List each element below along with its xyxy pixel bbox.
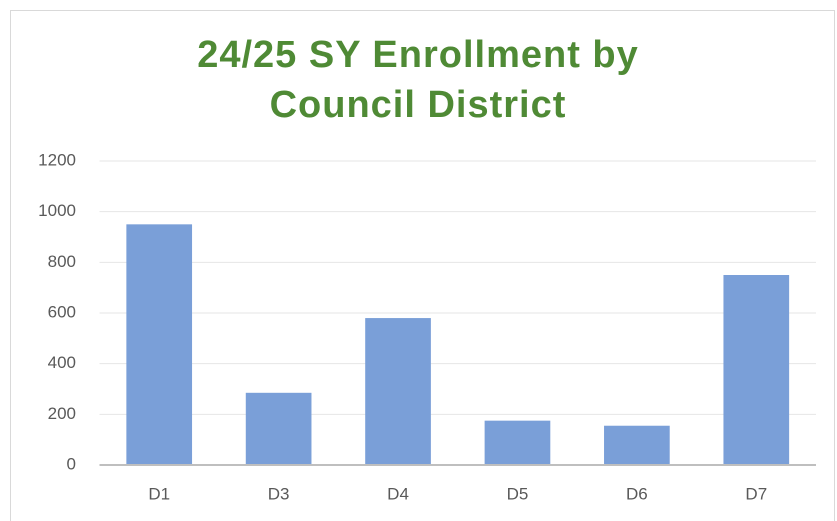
x-tick-label: D4: [387, 484, 409, 503]
bar: [245, 392, 312, 465]
y-tick-label: 0: [67, 454, 76, 473]
bar: [365, 318, 431, 465]
bar: [723, 275, 790, 465]
y-tick-label: 1000: [38, 201, 76, 220]
x-tick-label: D6: [626, 484, 648, 503]
chart-frame: [10, 10, 835, 521]
bar: [604, 425, 670, 465]
bar: [126, 224, 193, 465]
y-tick-label: 800: [48, 252, 76, 271]
y-tick-label: 600: [48, 302, 76, 321]
y-tick-label: 1200: [38, 150, 76, 169]
bar: [484, 420, 551, 465]
y-tick-label: 200: [48, 404, 76, 423]
y-tick-label: 400: [48, 353, 76, 372]
x-tick-label: D7: [745, 484, 767, 503]
x-tick-label: D1: [148, 484, 170, 503]
chart-title: 24/25 SY Enrollment by Council District: [197, 34, 639, 126]
x-tick-label: D5: [507, 484, 529, 503]
x-tick-label: D3: [268, 484, 290, 503]
